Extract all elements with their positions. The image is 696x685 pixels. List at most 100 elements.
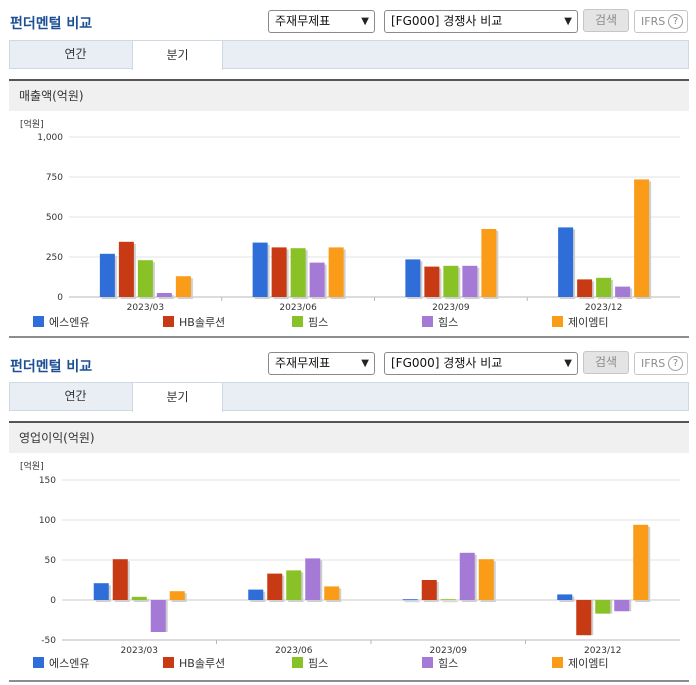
y-tick-label: -50 — [41, 636, 56, 646]
legend-swatch — [163, 316, 174, 327]
search-button[interactable]: 검색 — [583, 9, 629, 32]
bar — [118, 241, 134, 297]
bar — [459, 552, 475, 600]
bar — [596, 277, 612, 297]
y-tick-label: 250 — [46, 253, 63, 263]
ifrs-button[interactable]: IFRS ? — [634, 352, 688, 375]
x-tick-label: 2023/03 — [127, 303, 164, 313]
y-tick-label: 1,000 — [37, 133, 63, 143]
bar — [252, 242, 268, 297]
legend-label: 에스엔유 — [49, 657, 89, 670]
statement-select[interactable]: 주재무제표 ▼ — [268, 10, 375, 33]
legend-label: 에스엔유 — [49, 316, 89, 329]
legend-label: HB솔루션 — [179, 316, 225, 329]
divider — [9, 680, 689, 682]
bar — [481, 229, 497, 297]
bar — [421, 580, 437, 600]
legend-swatch — [33, 316, 44, 327]
panel-operating-profit: 펀더멘털 비교 주재무제표 ▼ [FG000] 경쟁사 비교 ▼ 검색 IFRS… — [0, 343, 696, 684]
x-tick-label: 2023/09 — [432, 303, 470, 313]
bar — [557, 594, 573, 600]
y-tick-label: 750 — [46, 173, 63, 183]
bar — [576, 600, 592, 636]
legend-label: 핌스 — [308, 316, 328, 329]
bar-shadow — [404, 601, 420, 603]
tab-quarterly[interactable]: 분기 — [132, 382, 223, 412]
bar — [634, 179, 650, 297]
peer-select[interactable]: [FG000] 경쟁사 비교 ▼ — [384, 352, 578, 375]
ifrs-label: IFRS — [641, 15, 666, 28]
bar — [402, 599, 418, 601]
ifrs-button[interactable]: IFRS ? — [634, 10, 688, 33]
peer-select[interactable]: [FG000] 경쟁사 비교 ▼ — [384, 10, 578, 33]
bar — [405, 259, 421, 297]
bar — [248, 589, 264, 600]
bar — [595, 600, 611, 614]
legend-label: HB솔루션 — [179, 657, 225, 670]
legend-label: 제이엠티 — [568, 657, 608, 670]
tab-annual[interactable]: 연간 — [64, 389, 87, 403]
revenue-chart: [억원] 0 250 500 750 1,000 2023/03 2023/06 2023/09… — [20, 118, 680, 329]
bar — [558, 227, 574, 297]
bar — [424, 266, 440, 297]
bar — [615, 286, 631, 297]
bar — [440, 599, 456, 601]
legend-swatch — [422, 657, 433, 668]
chevron-down-icon: ▼ — [564, 16, 572, 27]
bar — [112, 559, 128, 600]
y-tick-label: 100 — [39, 516, 56, 526]
bar — [137, 260, 153, 297]
chart-header: 영업이익(억원) — [9, 421, 689, 453]
bar — [131, 596, 147, 600]
legend-swatch — [422, 316, 433, 327]
y-tick-label: 500 — [46, 213, 63, 223]
bar — [175, 276, 191, 297]
ifrs-label: IFRS — [641, 357, 666, 370]
bar — [290, 248, 306, 297]
bar — [93, 583, 109, 600]
y-tick-label: 50 — [45, 556, 57, 566]
chart-header: 매출액(억원) — [9, 79, 689, 111]
x-tick-label: 2023/03 — [121, 646, 158, 656]
peer-select-value: [FG000] 경쟁사 비교 — [391, 356, 503, 370]
y-tick-label: 150 — [39, 476, 56, 486]
operating-profit-chart: [억원] -50 0 50 100 150 2023/03 2023/06 2023/09 202… — [20, 460, 680, 670]
bar — [614, 600, 630, 612]
search-button[interactable]: 검색 — [583, 351, 629, 374]
panel-title: 펀더멘털 비교 — [10, 359, 93, 375]
bar — [462, 265, 478, 297]
legend-swatch — [292, 316, 303, 327]
bar — [478, 559, 494, 600]
chevron-down-icon: ▼ — [361, 358, 369, 369]
bar — [156, 293, 172, 297]
legend-label: 힘스 — [438, 657, 458, 670]
panel-title: 펀더멘털 비교 — [10, 16, 93, 32]
statement-select[interactable]: 주재무제표 ▼ — [268, 352, 375, 375]
statement-select-value: 주재무제표 — [275, 356, 331, 370]
tab-quarterly[interactable]: 분기 — [132, 40, 223, 70]
bar — [577, 279, 593, 297]
panel-revenue: 펀더멘털 비교 주재무제표 ▼ [FG000] 경쟁사 비교 ▼ 검색 IFRS… — [0, 0, 696, 342]
legend-swatch — [33, 657, 44, 668]
period-tabs: 연간 분기 — [9, 40, 689, 70]
y-tick-label: 0 — [50, 596, 56, 606]
legend-label: 제이엠티 — [568, 316, 608, 329]
bar — [99, 253, 115, 297]
bar — [271, 247, 287, 297]
bar — [169, 591, 185, 600]
tab-annual[interactable]: 연간 — [64, 47, 87, 61]
x-tick-label: 2023/06 — [275, 646, 313, 656]
y-tick-label: 0 — [57, 293, 63, 303]
legend-swatch — [163, 657, 174, 668]
x-tick-label: 2023/12 — [584, 646, 621, 656]
help-icon[interactable]: ? — [668, 356, 683, 371]
bar-shadow — [133, 598, 149, 602]
bar — [286, 570, 302, 600]
bar — [324, 586, 340, 600]
bar — [305, 558, 321, 600]
legend-swatch — [292, 657, 303, 668]
help-icon[interactable]: ? — [668, 14, 683, 29]
bar — [443, 265, 459, 297]
x-tick-label: 2023/06 — [279, 303, 317, 313]
bar-shadow — [442, 601, 458, 603]
